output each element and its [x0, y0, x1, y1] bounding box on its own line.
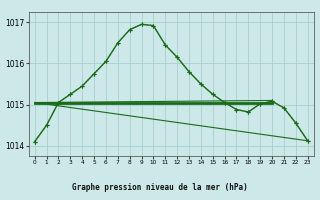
Text: Graphe pression niveau de la mer (hPa): Graphe pression niveau de la mer (hPa) — [72, 183, 248, 192]
